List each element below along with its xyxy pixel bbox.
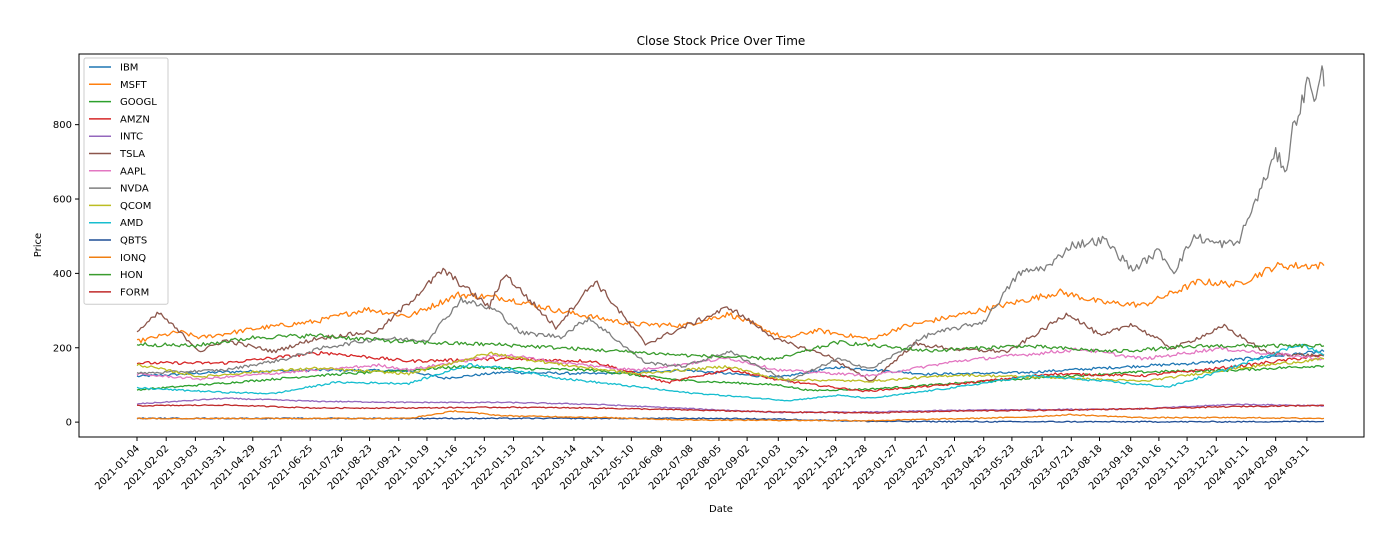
x-axis-title: Date xyxy=(709,504,733,515)
legend-label-ionq: IONQ xyxy=(120,253,146,264)
plot-area xyxy=(136,65,1325,423)
y-tick-label: 800 xyxy=(53,120,72,131)
legend-label-tsla: TSLA xyxy=(119,149,145,160)
y-axis-title: Price xyxy=(33,233,44,257)
series-line-tsla xyxy=(136,267,1325,382)
legend-label-intc: INTC xyxy=(120,132,143,143)
y-tick-label: 600 xyxy=(53,195,72,206)
series-line-googl xyxy=(136,365,1325,392)
series-line-form xyxy=(136,403,1325,414)
y-tick-label: 400 xyxy=(53,269,72,280)
series-line-amzn xyxy=(136,350,1325,393)
legend-label-googl: GOOGL xyxy=(120,97,157,108)
legend-label-amd: AMD xyxy=(120,218,143,229)
series-line-hon xyxy=(136,333,1325,361)
legend-label-hon: HON xyxy=(120,270,143,281)
series-line-msft xyxy=(136,261,1325,344)
legend-label-msft: MSFT xyxy=(120,80,148,91)
y-tick-label: 200 xyxy=(53,343,72,354)
legend-label-amzn: AMZN xyxy=(120,114,150,125)
series-line-amd xyxy=(136,343,1325,402)
y-tick-label: 0 xyxy=(66,418,72,429)
legend-label-aapl: AAPL xyxy=(120,166,146,177)
legend: IBM MSFT GOOGL AMZN INTC TSLA AAPL NVDA QCOM AMD Q… xyxy=(83,57,169,305)
legend-label-qbts: QBTS xyxy=(120,236,147,247)
legend-label-qcom: QCOM xyxy=(120,201,151,212)
x-axis: 2021-01-042021-02-022021-03-032021-03-31… xyxy=(93,437,1312,492)
legend-label-form: FORM xyxy=(120,287,149,298)
legend-frame xyxy=(83,57,169,305)
series-line-ionq xyxy=(136,409,1325,422)
legend-label-nvda: NVDA xyxy=(120,184,149,195)
series-line-qcom xyxy=(136,351,1325,383)
plot-frame xyxy=(78,53,1365,438)
series-line-ibm xyxy=(136,349,1325,380)
y-axis: 0 200 400 600 800 xyxy=(53,120,79,429)
chart-title: Close Stock Price Over Time xyxy=(637,34,806,48)
legend-label-ibm: IBM xyxy=(120,63,138,74)
series-line-nvda xyxy=(136,65,1325,383)
